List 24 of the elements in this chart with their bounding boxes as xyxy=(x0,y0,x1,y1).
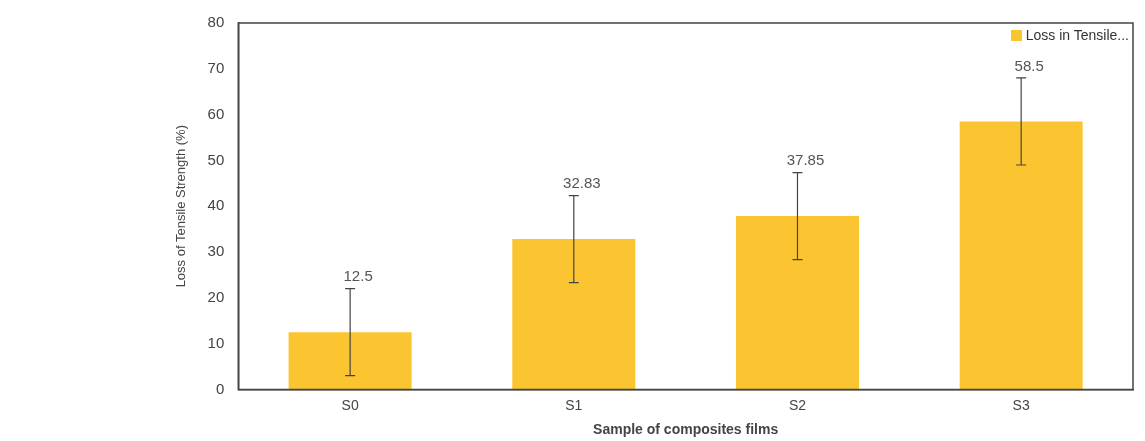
bar xyxy=(959,121,1083,390)
x-tick-label: S0 xyxy=(341,396,359,413)
x-axis-title: Sample of composites films xyxy=(593,421,779,438)
bar xyxy=(735,216,859,390)
bar xyxy=(288,332,412,390)
y-tick-label: 0 xyxy=(215,379,225,397)
y-tick-label: 60 xyxy=(207,104,225,122)
y-tick-label: 20 xyxy=(207,287,225,305)
y-tick-label: 80 xyxy=(207,13,225,31)
x-tick-label: S2 xyxy=(788,396,807,413)
y-tick-label: 50 xyxy=(207,150,225,168)
x-tick-label: S1 xyxy=(565,396,583,413)
data-label: 58.5 xyxy=(1014,56,1044,74)
data-label: 37.85 xyxy=(786,151,825,169)
bar xyxy=(512,239,636,390)
data-label: 12.5 xyxy=(343,267,373,285)
y-tick-label: 70 xyxy=(207,58,225,76)
y-tick-label: 30 xyxy=(207,242,225,260)
legend-label: Loss in Tensile... xyxy=(1025,27,1129,43)
y-axis-title: Loss of Tensile Strength (%) xyxy=(173,125,189,288)
y-tick-label: 10 xyxy=(207,333,225,351)
data-label: 32.83 xyxy=(563,174,601,192)
y-tick-label: 40 xyxy=(207,196,225,214)
x-tick-label: S3 xyxy=(1012,396,1030,413)
